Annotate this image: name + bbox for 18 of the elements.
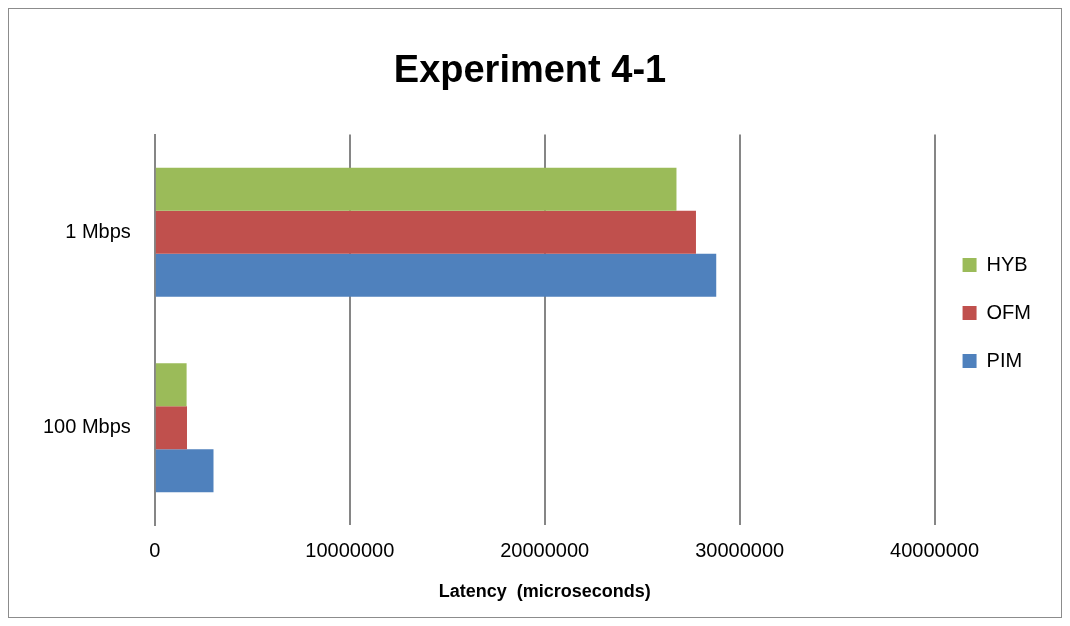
bar — [155, 253, 717, 297]
x-axis-title: Latency (microseconds) — [438, 581, 651, 602]
legend-label: PIM — [986, 348, 1023, 371]
bar — [155, 406, 187, 450]
x-tick-label: 40000000 — [890, 538, 980, 561]
bar — [155, 167, 677, 211]
bar — [155, 210, 696, 254]
chart-title: Experiment 4-1 — [393, 48, 667, 91]
y-tick-label: 1 Mbps — [65, 219, 131, 242]
x-tick-label: 30000000 — [695, 538, 785, 561]
x-tick-label: 10000000 — [305, 538, 395, 561]
y-tick-label: 100 Mbps — [42, 415, 131, 438]
legend-label: HYB — [986, 252, 1028, 275]
bar — [155, 363, 187, 407]
legend-label: OFM — [986, 300, 1031, 323]
x-tick-label: 0 — [149, 538, 161, 561]
x-tick-label: 20000000 — [500, 538, 590, 561]
bar — [155, 449, 214, 493]
